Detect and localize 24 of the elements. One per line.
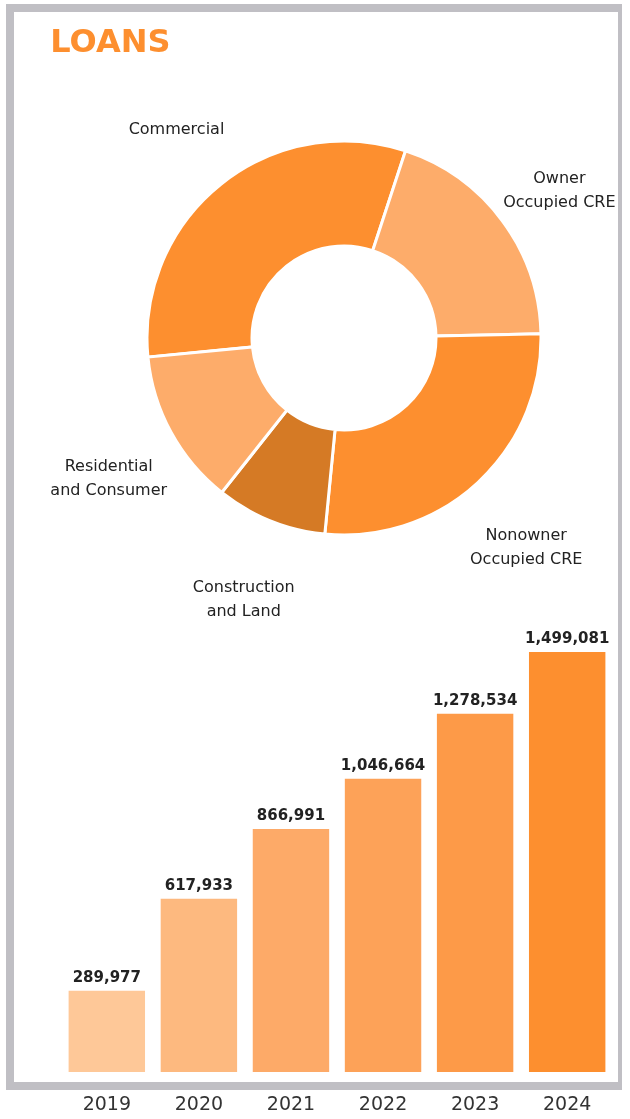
- data-label: 866,991: [256, 806, 326, 825]
- bar: [436, 713, 514, 1072]
- x-tick-label: 2019: [82, 1091, 131, 1114]
- chart-title: LOANS: [50, 22, 171, 60]
- data-label: 617,933: [164, 875, 234, 894]
- data-label: 1,499,081: [524, 629, 610, 647]
- slice-label: Residential and Consumer: [50, 456, 168, 500]
- x-tick-label: 2024: [543, 1091, 592, 1114]
- bar: [252, 829, 330, 1072]
- x-tick-label: 2022: [358, 1091, 408, 1114]
- slice-label: Owner Occupied CRE: [503, 168, 616, 212]
- x-tick-label: 2021: [266, 1091, 316, 1114]
- slice-label: Commercial: [128, 118, 225, 138]
- slice-label: Nonowner Occupied CRE: [469, 524, 583, 568]
- bar: [344, 778, 422, 1072]
- x-tick-label: 2020: [174, 1091, 224, 1114]
- bar: [528, 652, 606, 1072]
- data-label: 289,977: [72, 967, 141, 986]
- bar: [68, 990, 146, 1072]
- x-tick-label: 2023: [450, 1091, 500, 1114]
- data-label: 1,278,534: [432, 690, 518, 709]
- data-label: 1,046,664: [340, 755, 426, 774]
- slice-label: Construction and Land: [192, 576, 295, 620]
- bar: [160, 898, 238, 1072]
